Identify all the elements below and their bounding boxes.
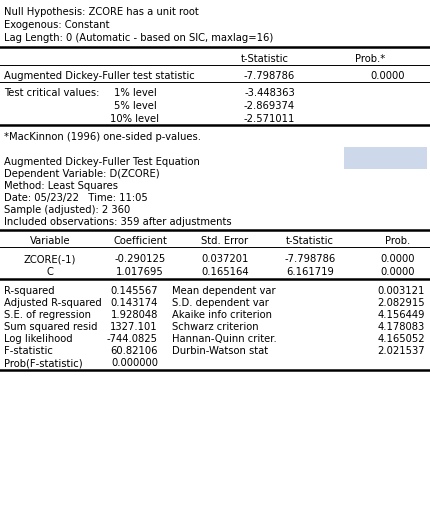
Text: 4.165052: 4.165052 [377,334,424,344]
Text: Std. Error: Std. Error [201,236,248,246]
Text: Prob.*: Prob.* [354,54,384,64]
Text: t-Statistic: t-Statistic [240,54,289,64]
Text: 1.928048: 1.928048 [111,310,158,320]
Text: S.D. dependent var: S.D. dependent var [172,298,268,308]
Text: Null Hypothesis: ZCORE has a unit root: Null Hypothesis: ZCORE has a unit root [4,7,198,17]
Text: 0.0000: 0.0000 [370,71,404,81]
Text: 5% level: 5% level [114,101,156,111]
Text: Durbin-Watson stat: Durbin-Watson stat [172,346,267,356]
Text: Method: Least Squares: Method: Least Squares [4,181,118,191]
Text: Sum squared resid: Sum squared resid [4,322,97,332]
Text: Lag Length: 0 (Automatic - based on SIC, maxlag=16): Lag Length: 0 (Automatic - based on SIC,… [4,33,273,43]
Text: Variable: Variable [30,236,70,246]
Text: t-Statistic: t-Statistic [286,236,333,246]
Text: 6.161719: 6.161719 [286,267,333,277]
Text: 1.017695: 1.017695 [116,267,163,277]
Text: -7.798786: -7.798786 [243,71,294,81]
Text: Coefficient: Coefficient [113,236,166,246]
Text: -2.869374: -2.869374 [243,101,294,111]
Text: F-statistic: F-statistic [4,346,53,356]
Text: Prob(F-statistic): Prob(F-statistic) [4,358,83,368]
Text: -744.0825: -744.0825 [107,334,158,344]
Text: -7.798786: -7.798786 [284,254,335,264]
Text: Schwarz criterion: Schwarz criterion [172,322,258,332]
Text: 0.145567: 0.145567 [110,286,158,296]
Text: Test critical values:: Test critical values: [4,88,99,98]
Text: Log likelihood: Log likelihood [4,334,73,344]
Text: Augmented Dickey-Fuller test statistic: Augmented Dickey-Fuller test statistic [4,71,194,81]
Text: R-squared: R-squared [4,286,55,296]
Text: Adjusted R-squared: Adjusted R-squared [4,298,101,308]
Text: Included observations: 359 after adjustments: Included observations: 359 after adjustm… [4,217,231,227]
Text: ZCORE(-1): ZCORE(-1) [24,254,76,264]
Text: 0.0000: 0.0000 [380,254,414,264]
Text: 0.0000: 0.0000 [380,267,414,277]
Text: Date: 05/23/22   Time: 11:05: Date: 05/23/22 Time: 11:05 [4,193,147,203]
Text: 10% level: 10% level [110,114,159,124]
Text: 0.143174: 0.143174 [111,298,158,308]
Text: Mean dependent var: Mean dependent var [172,286,275,296]
Text: 2.082915: 2.082915 [377,298,424,308]
Text: Exogenous: Constant: Exogenous: Constant [4,20,109,30]
Bar [343,147,426,169]
Text: -3.448363: -3.448363 [244,88,294,98]
Text: Dependent Variable: D(ZCORE): Dependent Variable: D(ZCORE) [4,169,159,179]
Text: 1327.101: 1327.101 [110,322,158,332]
Text: S.E. of regression: S.E. of regression [4,310,91,320]
Text: Prob.: Prob. [384,236,410,246]
Text: -0.290125: -0.290125 [114,254,165,264]
Text: Akaike info criterion: Akaike info criterion [172,310,271,320]
Text: Hannan-Quinn criter.: Hannan-Quinn criter. [172,334,276,344]
Text: Augmented Dickey-Fuller Test Equation: Augmented Dickey-Fuller Test Equation [4,157,200,167]
Text: 1% level: 1% level [114,88,156,98]
Text: 0.165164: 0.165164 [201,267,248,277]
Text: 4.178083: 4.178083 [377,322,424,332]
Text: *MacKinnon (1996) one-sided p-values.: *MacKinnon (1996) one-sided p-values. [4,132,200,142]
Text: C: C [46,267,53,277]
Text: Sample (adjusted): 2 360: Sample (adjusted): 2 360 [4,205,130,215]
Text: 0.000000: 0.000000 [111,358,158,368]
Text: 0.003121: 0.003121 [377,286,424,296]
Text: 4.156449: 4.156449 [377,310,424,320]
Text: -2.571011: -2.571011 [243,114,294,124]
Text: 2.021537: 2.021537 [377,346,424,356]
Text: 0.037201: 0.037201 [201,254,248,264]
Text: 60.82106: 60.82106 [110,346,158,356]
